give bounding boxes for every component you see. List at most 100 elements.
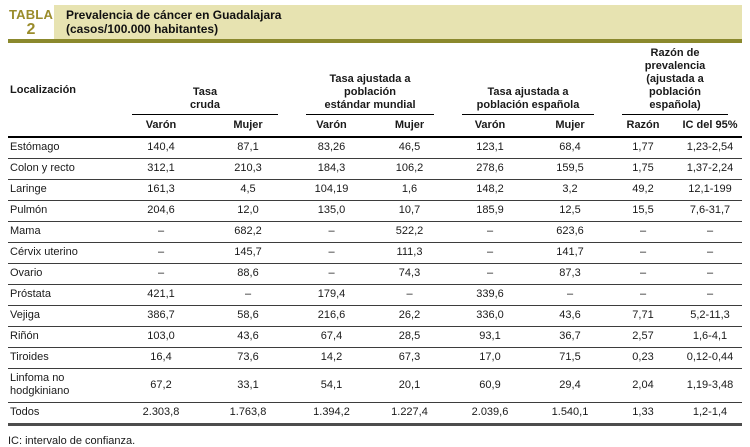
cell-value: 12,1-199 — [678, 179, 742, 201]
cell-value: 26,2 — [371, 305, 448, 327]
table-row: Laringe 161,3 4,5 104,19 1,6 148,2 3,2 49,2 12,1… — [8, 179, 742, 201]
table-row: Todos 2.303,8 1.763,8 1.394,2 1.227,4 2.039,6… — [8, 402, 742, 426]
cell-value: 67,4 — [292, 326, 371, 348]
group-label-line: estándar mundial — [324, 99, 416, 111]
cell-value: – — [204, 284, 292, 306]
row-label: Laringe — [8, 179, 118, 201]
cell-value: 184,3 — [292, 158, 371, 180]
cell-value: 159,5 — [532, 158, 608, 180]
column-header-varon-cruda: Varón — [118, 115, 204, 138]
column-header-localizacion: Localización — [8, 43, 118, 138]
group-label-line: cruda — [190, 99, 220, 111]
cell-value: 88,6 — [204, 263, 292, 285]
cell-value: 185,9 — [448, 200, 532, 222]
table-header: TABLA 2 Prevalencia de cáncer en Guadala… — [8, 5, 742, 39]
table-row: Pulmón 204,6 12,0 135,0 10,7 185,9 12,5 15,5 7,6… — [8, 200, 742, 222]
cell-value: 12,5 — [532, 200, 608, 222]
cell-value: 14,2 — [292, 347, 371, 369]
cell-value: 148,2 — [448, 179, 532, 201]
cell-value: 145,7 — [204, 242, 292, 264]
group-label-line: Tasa ajustada a población — [329, 73, 411, 98]
cell-value: 87,1 — [204, 137, 292, 159]
column-header-mujer-mundial: Mujer — [371, 115, 448, 138]
column-header-mujer-cruda: Mujer — [204, 115, 292, 138]
cell-value: – — [678, 284, 742, 306]
row-label: Pulmón — [8, 200, 118, 222]
cell-value: 1,75 — [608, 158, 678, 180]
column-group-tasa-cruda: Tasa cruda — [118, 43, 292, 115]
table-row: Vejiga 386,7 58,6 216,6 26,2 336,0 43,6 7,71 5,2… — [8, 305, 742, 327]
cell-value: 336,0 — [448, 305, 532, 327]
cell-value: 15,5 — [608, 200, 678, 222]
cell-value: 161,3 — [118, 179, 204, 201]
cell-value: 20,1 — [371, 368, 448, 403]
page: TABLA 2 Prevalencia de cáncer en Guadala… — [0, 5, 750, 447]
cell-value: 54,1 — [292, 368, 371, 403]
cell-value: 5,2-11,3 — [678, 305, 742, 327]
cell-value: 2.303,8 — [118, 402, 204, 426]
column-header-varon-espanola: Varón — [448, 115, 532, 138]
cell-value: – — [608, 263, 678, 285]
cell-value: 17,0 — [448, 347, 532, 369]
cell-value: 29,4 — [532, 368, 608, 403]
cell-value: 58,6 — [204, 305, 292, 327]
cell-value: 339,6 — [448, 284, 532, 306]
cell-value: 421,1 — [118, 284, 204, 306]
cell-value: 204,6 — [118, 200, 204, 222]
cell-value: 1.394,2 — [292, 402, 371, 426]
cell-value: 43,6 — [532, 305, 608, 327]
row-label: Mama — [8, 221, 118, 243]
table-row: Ovario –88,6–74,3–87,3– – — [8, 263, 742, 285]
row-label: Ovario — [8, 263, 118, 285]
cell-value: 1.763,8 — [204, 402, 292, 426]
cell-value: 67,2 — [118, 368, 204, 403]
row-label: Estómago — [8, 137, 118, 159]
cell-value: 73,6 — [204, 347, 292, 369]
cell-value: 7,71 — [608, 305, 678, 327]
cell-value: 4,5 — [204, 179, 292, 201]
column-group-razon-prevalencia: Razón de prevalencia (ajustada a poblaci… — [608, 43, 742, 115]
cell-value: 60,9 — [448, 368, 532, 403]
cell-value: 179,4 — [292, 284, 371, 306]
cell-value: 0,12-0,44 — [678, 347, 742, 369]
cell-value: 87,3 — [532, 263, 608, 285]
cell-value: 3,2 — [532, 179, 608, 201]
cell-value: 83,26 — [292, 137, 371, 159]
cell-value: 12,0 — [204, 200, 292, 222]
badge-word: TABLA — [8, 7, 54, 22]
table-row: Tiroides 16,4 73,6 14,2 67,3 17,0 71,5 0,23 0,12… — [8, 347, 742, 369]
table-row: Próstata 421,1–179,4–339,6– – – — [8, 284, 742, 306]
table-title-line2: (casos/100.000 habitantes) — [66, 22, 219, 36]
group-label-line: Tasa ajustada a — [487, 86, 569, 98]
cell-value: 71,5 — [532, 347, 608, 369]
cell-value: – — [608, 242, 678, 264]
cell-value: – — [292, 242, 371, 264]
cell-value: 67,3 — [371, 347, 448, 369]
cell-value: – — [532, 284, 608, 306]
row-label: Linfoma no hodgkiniano — [8, 368, 118, 403]
table-row: Estómago 140,4 87,1 83,26 46,5 123,1 68,4 1,77 1… — [8, 137, 742, 159]
cell-value: 93,1 — [448, 326, 532, 348]
cell-value: – — [608, 284, 678, 306]
table-number-badge: TABLA 2 — [8, 5, 54, 39]
cell-value: 10,7 — [371, 200, 448, 222]
footnote: IC: intervalo de confianza. — [8, 435, 136, 447]
column-group-tasa-ajustada-espanola: Tasa ajustada a población española — [448, 43, 608, 115]
cell-value: 140,4 — [118, 137, 204, 159]
cell-value: 682,2 — [204, 221, 292, 243]
cell-value: 33,1 — [204, 368, 292, 403]
cell-value: 1,33 — [608, 402, 678, 426]
row-label: Colon y recto — [8, 158, 118, 180]
cell-value: 1,2-1,4 — [678, 402, 742, 426]
group-label-line: Razón de prevalencia — [644, 47, 706, 72]
row-label: Tiroides — [8, 347, 118, 369]
column-header-ic95: IC del 95% — [678, 115, 742, 138]
cell-value: 278,6 — [448, 158, 532, 180]
cell-value: 1,6-4,1 — [678, 326, 742, 348]
cell-value: 16,4 — [118, 347, 204, 369]
cell-value: 111,3 — [371, 242, 448, 264]
cell-value: – — [292, 263, 371, 285]
cell-value: 46,5 — [371, 137, 448, 159]
cell-value: 1,19-3,48 — [678, 368, 742, 403]
table-row: Riñón 103,0 43,6 67,4 28,5 93,1 36,7 2,57 1,6-4,… — [8, 326, 742, 348]
